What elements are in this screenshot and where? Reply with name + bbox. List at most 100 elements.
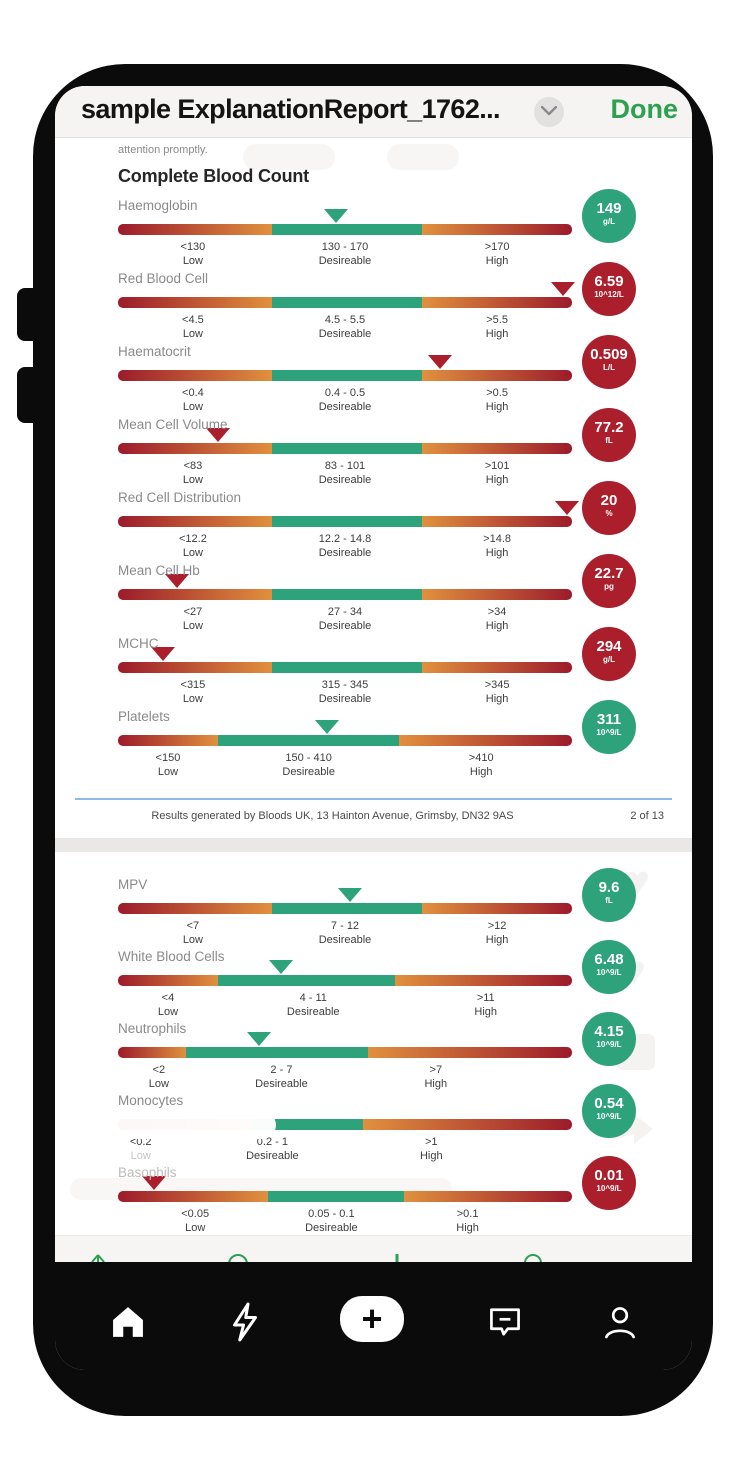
home-icon[interactable] [103, 1298, 153, 1348]
low-range-caption: <27 Low [182, 606, 203, 632]
desirable-range-caption: 7 - 12 Desireable [318, 920, 372, 946]
range-bar [118, 888, 572, 914]
range-bar [118, 209, 572, 235]
pdf-page-1: attention promptly. Complete Blood Count… [55, 138, 692, 838]
phone-screen: sample ExplanationReport_1762... Done at… [55, 86, 692, 1370]
result-value-badge: 0.509 L/L [582, 335, 636, 389]
high-range-caption: >11 High [474, 992, 498, 1018]
high-range-caption: >0.1 High [456, 1208, 479, 1234]
desirable-range-caption: 315 - 345 Desireable [318, 679, 372, 705]
desirable-range-segment [272, 297, 423, 308]
search-icon[interactable] [523, 1253, 545, 1262]
high-range-caption: >12 High [485, 920, 509, 946]
low-range-caption: <83 Low [182, 460, 203, 486]
volume-up-button [17, 288, 41, 341]
low-range-caption: <4.5 Low [182, 314, 204, 340]
low-range-caption: <0.4 Low [182, 387, 204, 413]
lightning-icon[interactable] [220, 1298, 270, 1348]
low-range-caption: <150 Low [155, 752, 181, 778]
low-range-caption: <2 Low [148, 1064, 169, 1090]
marker-row-mpv: MPV <7 Low 7 - 12 Desireable >12 High 9.6 fL [118, 868, 648, 949]
result-marker-triangle-icon [151, 647, 176, 661]
desirable-range-caption: 4.5 - 5.5 Desireable [318, 314, 372, 340]
range-bar [118, 501, 580, 527]
marker-name: Haematocrit [118, 344, 191, 359]
desirable-range-segment [272, 224, 423, 235]
result-marker-triangle-icon [314, 720, 339, 734]
marker-name: Haemoglobin [118, 198, 198, 213]
document-title: sample ExplanationReport_1762... [81, 94, 501, 124]
intro-text: attention promptly. [118, 144, 208, 156]
result-value-badge: 0.54 10^9/L [582, 1084, 636, 1138]
volume-down-button [17, 367, 41, 423]
marker-name: Red Blood Cell [118, 271, 209, 286]
undo-circle-icon[interactable] [227, 1253, 249, 1262]
desirable-range-segment [272, 662, 423, 673]
marker-row-white-blood-cells: White Blood Cells <4 Low 4 - 11 Desireable… [118, 940, 648, 1021]
marker-name: MPV [118, 877, 148, 892]
range-bar [118, 720, 572, 746]
marker-row-mean-cell-volume: Mean Cell Volume <83 Low 83 - 101 Desireab… [118, 408, 648, 490]
result-value-badge: 0.01 10^9/L [582, 1156, 636, 1210]
range-bar [118, 1032, 572, 1058]
footer-divider [75, 798, 672, 800]
chat-icon[interactable] [480, 1298, 530, 1348]
desirable-range-caption: 0.05 - 0.1 Desireable [305, 1208, 358, 1234]
desirable-range-segment [272, 589, 423, 600]
result-marker-triangle-icon [165, 574, 190, 588]
marker-name: Platelets [118, 709, 170, 724]
result-marker-triangle-icon [337, 888, 362, 902]
pdf-viewer-toolbar [55, 1235, 692, 1262]
range-bar [118, 355, 572, 381]
report-footer-text: Results generated by Bloods UK, 13 Haint… [151, 810, 514, 822]
marker-rows-page2: MPV <7 Low 7 - 12 Desireable >12 High 9.6 fL… [106, 868, 648, 1237]
marker-rows-page1: Haemoglobin <130 Low 130 - 170 Desireable … [118, 189, 648, 782]
result-marker-triangle-icon [269, 960, 294, 974]
desirable-range-caption: 4 - 11 Desireable [286, 992, 340, 1018]
high-range-caption: >0.5 High [485, 387, 509, 413]
result-marker-triangle-icon [246, 1032, 271, 1046]
low-range-caption: <0.2 Low [129, 1136, 152, 1162]
marker-row-basophils: Basophils <0.05 Low 0.05 - 0.1 Desireable … [118, 1156, 648, 1237]
result-marker-triangle-icon [555, 501, 580, 515]
profile-icon[interactable] [595, 1298, 645, 1348]
marker-row-monocytes: Monocytes <0.2 Low 0.2 - 1 Desireable >1 Hi… [106, 1084, 648, 1165]
desirable-range-segment [186, 1047, 368, 1058]
range-bar [118, 428, 572, 454]
high-range-caption: >345 High [484, 679, 510, 705]
create-plus-icon[interactable]: + [340, 1296, 404, 1342]
desirable-range-segment [254, 1119, 364, 1130]
desirable-range-caption: 27 - 34 Desireable [318, 606, 372, 632]
result-value-badge: 77.2 fL [582, 408, 636, 462]
result-value-badge: 6.59 10^12/L [582, 262, 636, 316]
desirable-range-segment [272, 370, 423, 381]
bottom-navigation-bar: + [55, 1262, 692, 1370]
marker-name: Red Cell Distribution [118, 490, 242, 505]
high-range-caption: >1 High [419, 1136, 443, 1162]
range-bar [118, 1176, 572, 1202]
result-value-badge: 149 g/L [582, 189, 636, 243]
result-marker-triangle-icon [550, 282, 575, 296]
marker-name: Basophils [118, 1165, 177, 1180]
redaction-blob [243, 144, 335, 170]
range-bar [106, 1111, 572, 1139]
marker-name: White Blood Cells [118, 949, 225, 964]
marker-name: Mean Cell Volume [118, 417, 228, 432]
annotate-icon[interactable] [393, 1253, 401, 1262]
redaction-blob [106, 1111, 276, 1139]
marker-name: Neutrophils [118, 1021, 187, 1036]
page-separator [55, 838, 692, 852]
high-range-caption: >410 High [468, 752, 494, 778]
desirable-range-segment [272, 903, 423, 914]
chevron-down-icon[interactable] [534, 97, 564, 127]
high-range-caption: >34 High [485, 606, 509, 632]
high-range-caption: >170 High [484, 241, 510, 267]
share-icon[interactable] [87, 1253, 109, 1262]
desirable-range-caption: 2 - 7 Desireable [255, 1064, 308, 1090]
marker-row-mchc: MCHC <315 Low 315 - 345 Desireable >345 Hig… [118, 627, 648, 709]
done-button[interactable]: Done [610, 94, 679, 124]
high-range-caption: >14.8 High [483, 533, 511, 559]
low-range-caption: <12.2 Low [178, 533, 207, 559]
marker-row-red-blood-cell: Red Blood Cell <4.5 Low 4.5 - 5.5 Desireab… [118, 262, 648, 344]
